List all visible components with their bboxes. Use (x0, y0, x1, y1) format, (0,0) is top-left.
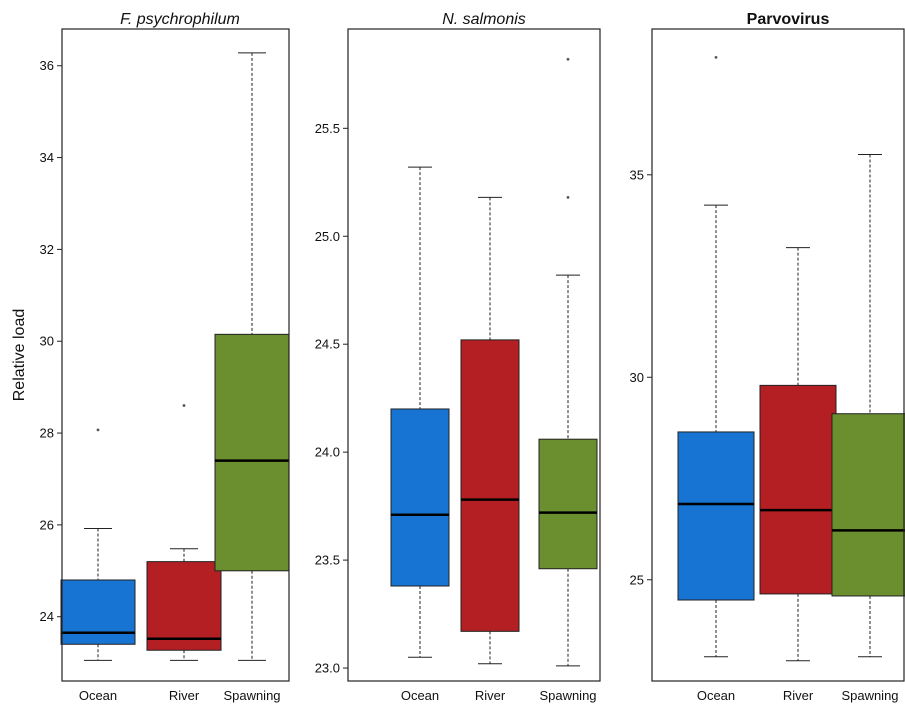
box-river (146, 404, 222, 661)
x-category-label: Ocean (697, 688, 735, 703)
box-ocean (390, 166, 450, 658)
outlier-point (96, 428, 100, 432)
box-ocean (677, 55, 755, 658)
y-tick-label: 23.5 (315, 553, 340, 568)
y-tick-label: 25 (630, 572, 644, 587)
x-category-label: Spawning (223, 688, 280, 703)
panel-title: N. salmonis (442, 11, 526, 28)
x-category-label: Spawning (539, 688, 596, 703)
iqr-box (60, 579, 136, 645)
box-river (460, 196, 520, 665)
iqr-box (460, 339, 520, 632)
iqr-box (146, 561, 222, 651)
y-tick-label: 26 (40, 517, 54, 532)
y-tick-label: 25.5 (315, 121, 340, 136)
panel-2: N. salmonis 23.0 23.5 24.0 24.5 25.0 25.5 Ocean… (315, 11, 601, 703)
iqr-box (831, 413, 905, 597)
panel-1: F. psychrophilum Relative load 24 26 28 30 32 3… (11, 11, 290, 703)
outlier-point (566, 57, 570, 61)
x-category-label: River (783, 688, 814, 703)
y-tick-label: 34 (40, 150, 54, 165)
y-tick-label: 36 (40, 58, 54, 73)
outlier-point (566, 195, 570, 199)
panel-frame (651, 28, 905, 682)
box-spawning (214, 52, 290, 661)
iqr-box (214, 333, 290, 572)
x-category-label: Spawning (841, 688, 898, 703)
iqr-box (538, 438, 598, 570)
x-category-label: Ocean (401, 688, 439, 703)
box-spawning (831, 154, 905, 658)
x-category-label: River (475, 688, 506, 703)
y-tick-label: 24.0 (315, 445, 340, 460)
outlier-point (714, 55, 718, 59)
x-category-label: River (169, 688, 200, 703)
box-spawning (538, 57, 598, 667)
y-tick-label: 28 (40, 426, 54, 441)
y-tick-label: 35 (630, 167, 644, 182)
panel-title: F. psychrophilum (120, 11, 240, 28)
iqr-box (759, 384, 837, 595)
y-tick-label: 30 (630, 370, 644, 385)
iqr-box (677, 431, 755, 601)
y-tick-label: 25.0 (315, 229, 340, 244)
box-ocean (60, 428, 136, 661)
panel-title: Parvovirus (747, 11, 830, 28)
y-tick-label: 24 (40, 609, 54, 624)
y-tick-label: 30 (40, 334, 54, 349)
panel-frame (347, 28, 601, 682)
panel-frame (61, 28, 290, 682)
outlier-point (182, 404, 186, 407)
iqr-box (390, 408, 450, 587)
y-tick-label: 24.5 (315, 337, 340, 352)
y-tick-label: 23.0 (315, 661, 340, 676)
y-axis-label: Relative load (11, 309, 28, 402)
x-category-label: Ocean (79, 688, 117, 703)
y-tick-label: 32 (40, 242, 54, 257)
box-river (759, 247, 837, 662)
panel-3: Parvovirus 25 30 35 Ocean River Spawning (630, 11, 905, 703)
